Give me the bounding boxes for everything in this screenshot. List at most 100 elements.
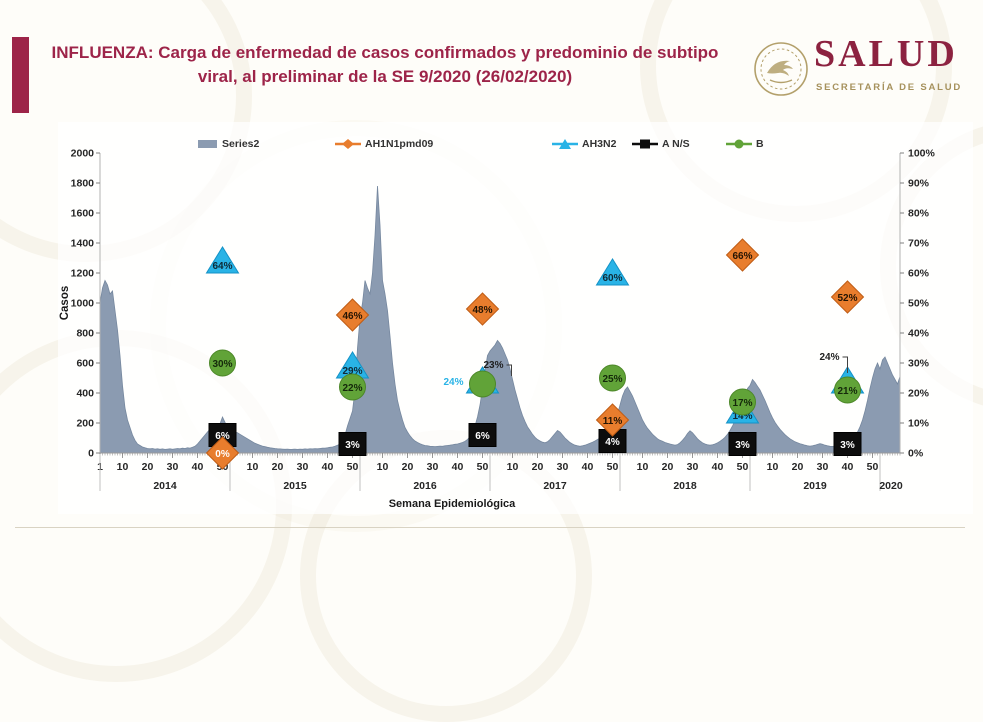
svg-text:64%: 64% xyxy=(212,261,232,272)
marker-square xyxy=(468,423,497,447)
legend-label: B xyxy=(756,138,764,150)
svg-text:40: 40 xyxy=(192,461,204,473)
svg-text:3%: 3% xyxy=(735,440,750,451)
marker-triangle xyxy=(205,246,240,274)
svg-text:3%: 3% xyxy=(345,440,360,451)
svg-text:60%: 60% xyxy=(908,268,930,280)
svg-text:4%: 4% xyxy=(605,437,620,448)
legend-label: AH3N2 xyxy=(582,138,617,150)
marker-diamond xyxy=(595,403,630,437)
bar-swatch-icon xyxy=(198,138,218,150)
influenza-area-chart: 0 200 400 600 800 1000 1200 1400 1600 1800 2000 0% 1… xyxy=(59,148,936,511)
legend-label: AH1N1pmd09 xyxy=(365,138,434,150)
legend-item-ans: A N/S xyxy=(632,136,690,152)
svg-text:10: 10 xyxy=(247,461,259,473)
svg-text:30: 30 xyxy=(687,461,699,473)
triangle-swatch-icon xyxy=(552,137,578,151)
circle-swatch-icon xyxy=(726,137,752,151)
header-accent-bar xyxy=(12,37,29,113)
svg-text:30%: 30% xyxy=(908,358,930,370)
svg-text:2018: 2018 xyxy=(673,480,697,492)
marker-circle xyxy=(729,388,756,416)
svg-text:40: 40 xyxy=(712,461,724,473)
svg-text:400: 400 xyxy=(76,388,94,400)
svg-text:1400: 1400 xyxy=(71,238,95,250)
marker-circle xyxy=(834,376,861,404)
marker-diamond xyxy=(335,298,370,332)
svg-text:29%: 29% xyxy=(342,366,362,377)
legend-item-ah3n2: AH3N2 xyxy=(552,136,616,152)
svg-text:50: 50 xyxy=(347,461,359,473)
diamond-swatch-icon xyxy=(335,137,361,151)
svg-text:50: 50 xyxy=(867,461,879,473)
marker-circle xyxy=(209,349,236,377)
marker-diamond xyxy=(725,238,760,272)
svg-text:2014: 2014 xyxy=(153,480,177,492)
svg-text:30: 30 xyxy=(557,461,569,473)
square-swatch-icon xyxy=(632,137,658,151)
svg-text:200: 200 xyxy=(76,418,94,430)
svg-text:40: 40 xyxy=(452,461,464,473)
svg-text:40: 40 xyxy=(322,461,334,473)
legend-item-series2: Series2 xyxy=(198,136,259,152)
svg-text:50: 50 xyxy=(477,461,489,473)
svg-text:800: 800 xyxy=(76,328,94,340)
svg-text:60%: 60% xyxy=(602,273,622,284)
svg-text:50: 50 xyxy=(737,461,749,473)
svg-text:14%: 14% xyxy=(732,411,752,422)
svg-text:10: 10 xyxy=(507,461,519,473)
svg-text:0: 0 xyxy=(88,448,94,460)
marker-circle xyxy=(469,370,496,398)
svg-text:20: 20 xyxy=(662,461,674,473)
svg-text:25%: 25% xyxy=(602,374,622,385)
legend-label: Series2 xyxy=(222,138,260,150)
svg-text:1000: 1000 xyxy=(71,298,95,310)
svg-text:10: 10 xyxy=(637,461,649,473)
salud-wordmark: SALUD xyxy=(814,33,958,75)
svg-text:24%: 24% xyxy=(819,352,839,363)
svg-text:40: 40 xyxy=(582,461,594,473)
svg-text:66%: 66% xyxy=(732,251,752,262)
svg-text:40: 40 xyxy=(842,461,854,473)
svg-text:21%: 21% xyxy=(837,386,857,397)
svg-text:30: 30 xyxy=(427,461,439,473)
svg-text:70%: 70% xyxy=(908,238,930,250)
svg-text:30: 30 xyxy=(297,461,309,473)
svg-text:50: 50 xyxy=(607,461,619,473)
marker-square xyxy=(728,432,757,456)
legend-item-ah1n1pmd09: AH1N1pmd09 xyxy=(335,136,433,152)
svg-text:600: 600 xyxy=(76,358,94,370)
svg-text:30: 30 xyxy=(167,461,179,473)
marker-triangle xyxy=(595,258,630,286)
svg-text:Semana Epidemiológica: Semana Epidemiológica xyxy=(389,498,516,510)
svg-text:10: 10 xyxy=(377,461,389,473)
svg-text:6%: 6% xyxy=(475,431,490,442)
svg-text:10: 10 xyxy=(117,461,129,473)
svg-text:0%: 0% xyxy=(908,448,924,460)
svg-text:2020: 2020 xyxy=(879,480,903,492)
svg-text:0%: 0% xyxy=(215,449,230,460)
svg-text:24%: 24% xyxy=(443,377,463,388)
svg-text:10%: 10% xyxy=(908,418,930,430)
marker-square xyxy=(833,432,862,456)
svg-text:Casos: Casos xyxy=(59,286,71,321)
svg-text:1800: 1800 xyxy=(71,178,95,190)
svg-text:2017: 2017 xyxy=(543,480,567,492)
svg-text:23%: 23% xyxy=(483,360,503,371)
svg-text:100%: 100% xyxy=(908,148,936,160)
salud-logo: SALUD SECRETARÍA DE SALUD xyxy=(748,33,973,104)
legend-item-b: B xyxy=(726,136,764,152)
svg-text:11%: 11% xyxy=(603,416,623,427)
svg-text:20: 20 xyxy=(532,461,544,473)
page-title: INFLUENZA: Carga de enfermedad de casos … xyxy=(51,43,719,86)
salud-subtitle: SECRETARÍA DE SALUD xyxy=(816,82,963,93)
legend-label: A N/S xyxy=(662,138,690,150)
svg-text:2019: 2019 xyxy=(803,480,827,492)
marker-circle xyxy=(339,373,366,401)
svg-text:40%: 40% xyxy=(908,328,930,340)
svg-text:2016: 2016 xyxy=(413,480,437,492)
marker-diamond xyxy=(205,436,240,470)
svg-text:48%: 48% xyxy=(472,305,492,316)
svg-text:2015: 2015 xyxy=(283,480,307,492)
svg-text:22%: 22% xyxy=(342,383,362,394)
